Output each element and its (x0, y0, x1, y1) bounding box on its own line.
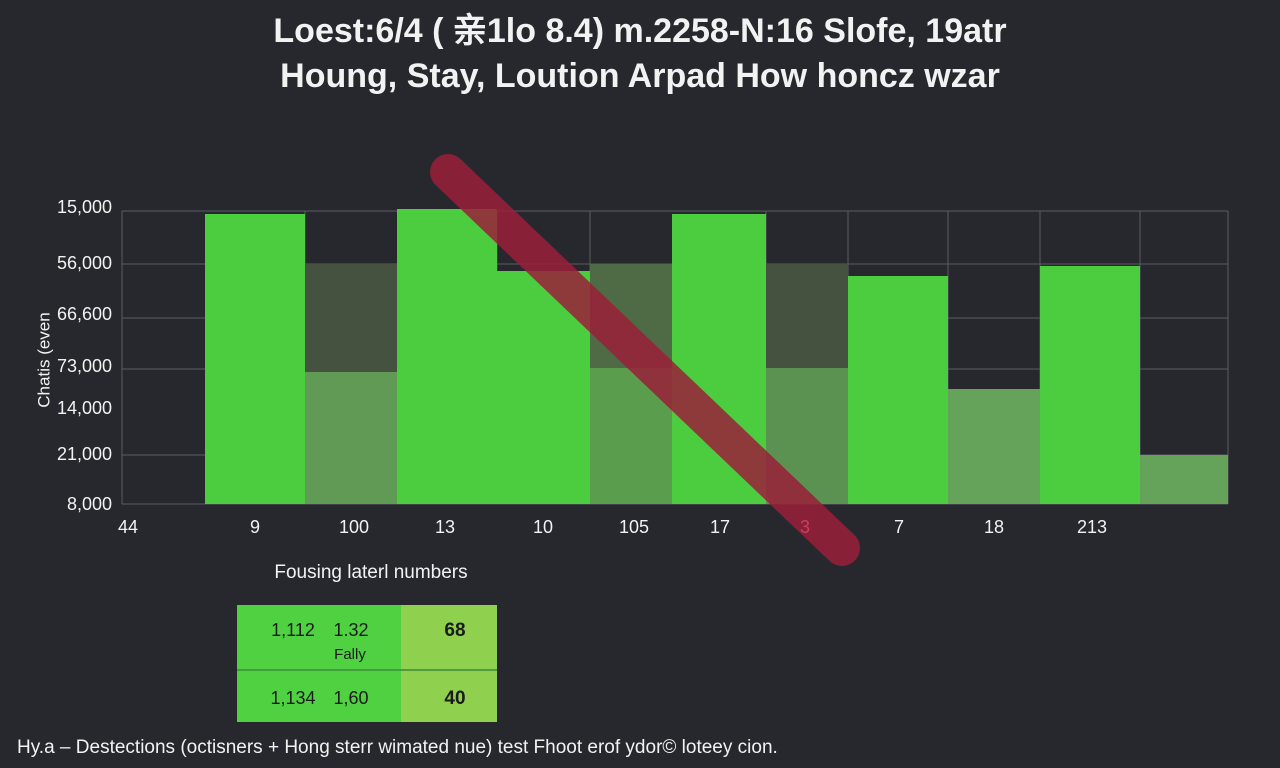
table: 1,112 1.32 Fally 68 1,134 1,60 40 (237, 605, 497, 722)
table-text: 1,60 (333, 688, 368, 708)
x-label: 9 (250, 517, 260, 537)
bar (1140, 455, 1228, 504)
title-line: Houng, Stay, Loution Arpad How honcz wza… (280, 57, 1000, 95)
table-text: Fally (334, 646, 366, 663)
bar-shade (305, 264, 397, 372)
y-label: 8,000 (67, 494, 112, 514)
table-text: 1,112 (271, 620, 315, 640)
table-text: 68 (444, 620, 465, 641)
table-text: 1,134 (270, 688, 315, 708)
x-label: 3 (800, 517, 810, 537)
bar (1040, 266, 1140, 504)
y-label: 66,600 (57, 304, 112, 324)
y-axis-title: Chatis (even (34, 312, 53, 407)
x-labels: 44 9 100 13 10 105 17 3 7 18 213 (118, 517, 1107, 537)
x-label: 213 (1077, 517, 1107, 537)
x-label: 18 (984, 517, 1004, 537)
table-text: 1.32 (333, 620, 368, 640)
y-label: 21,000 (57, 444, 112, 464)
caption: Fousing laterl numbers (274, 562, 467, 583)
table-cell (237, 605, 401, 722)
footer: Hy.a – Destections (octisners + Hong ste… (17, 737, 778, 758)
bar (305, 372, 397, 504)
table-text: 40 (444, 688, 465, 709)
y-labels: 15,000 56,000 66,600 73,000 14,000 21,000 8,00… (57, 197, 112, 514)
y-label: 15,000 (57, 197, 112, 217)
x-label: 7 (894, 517, 904, 537)
table-cell (401, 605, 497, 722)
bar (948, 389, 1040, 504)
x-label: 105 (619, 517, 649, 537)
x-label: 10 (533, 517, 553, 537)
strike-stripe (430, 154, 860, 566)
y-label: 56,000 (57, 253, 112, 273)
bar (848, 276, 948, 504)
bar (205, 214, 305, 504)
y-label: 14,000 (57, 398, 112, 418)
x-label: 13 (435, 517, 455, 537)
x-label: 100 (339, 517, 369, 537)
y-label: 73,000 (57, 356, 112, 376)
bar (397, 209, 497, 504)
x-label: 17 (710, 517, 730, 537)
bar-shade (766, 264, 848, 368)
x-label: 44 (118, 517, 138, 537)
title-line: Loest:6/4 ( 亲1lo 8.4) m.2258-N:16 Slofe,… (273, 12, 1006, 50)
